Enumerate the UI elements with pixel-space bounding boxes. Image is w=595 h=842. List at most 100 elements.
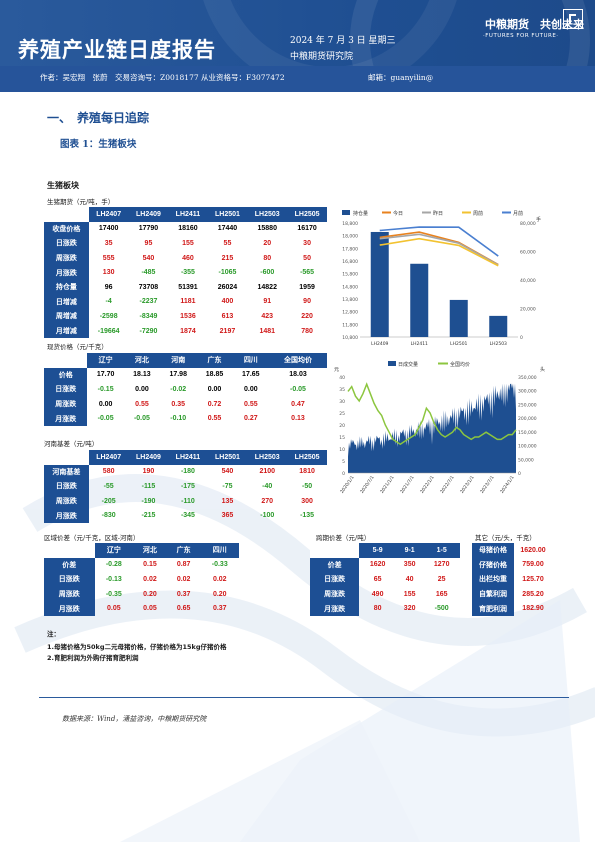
y2-tick-label: 150,000 (518, 430, 537, 436)
table-header-cell: 河北 (133, 543, 167, 558)
table-cell: -115 (141, 482, 156, 490)
table-cell: -2237 (139, 298, 158, 306)
row-label: 日增减 (44, 294, 89, 310)
table-cell: 1536 (180, 312, 196, 320)
table-header-row: 5-9 9-1 1-5 (310, 543, 460, 558)
legend-label: 昨日 (433, 210, 443, 217)
table-cell: -0.05 (133, 415, 150, 423)
x-tick-label: LH2411 (411, 341, 428, 347)
table-cell: 350 (403, 561, 416, 569)
table-cell: 0.20 (212, 590, 227, 598)
row-label: 周涨跌 (44, 396, 88, 412)
table-row: 仔猪价格 759.00 (472, 557, 552, 573)
y-tick-label: 15 (339, 435, 345, 441)
row-label: 河南基差 (44, 464, 89, 480)
table-header-cell: 1-5 (423, 543, 460, 558)
table-cell: 1181 (180, 298, 196, 306)
table-row: 日涨跌 35 95 155 55 20 30 (44, 236, 327, 251)
table-cell: 0.55 (244, 400, 258, 408)
table-cell: 555 (102, 254, 115, 262)
table-cell: -485 (141, 269, 156, 277)
table-cell: -345 (180, 512, 195, 520)
report-org: 中粮期货研究院 (290, 52, 354, 62)
row-label: 周涨跌 (310, 586, 360, 602)
author-email: 邮箱：guanyilin@ (368, 73, 434, 82)
table-cell: 365 (221, 512, 234, 520)
table-header-cell (310, 543, 360, 558)
table-cell: 18.13 (133, 371, 151, 379)
table-cell: 80 (373, 605, 382, 613)
table-cell: 0.87 (176, 561, 191, 569)
table-cell: 215 (221, 254, 234, 262)
y-tick-label: 18,000 (342, 234, 358, 240)
footer-divider (39, 697, 569, 699)
price-line-月前 (379, 226, 499, 257)
table-cell: -830 (101, 512, 116, 520)
table-row: 持仓量 96 73708 51391 26024 14822 1959 (44, 279, 327, 295)
y-tick-label: 10 (339, 447, 345, 453)
y-tick-label: 12,800 (342, 310, 358, 316)
y-tick-label: 16,800 (342, 259, 358, 265)
table-cell: -0.10 (170, 415, 187, 423)
table-header-row: LH2407 LH2409 LH2411 LH2501 LH2503 LH2505 (44, 207, 327, 222)
row-label: 月涨跌 (44, 265, 89, 280)
table-cell: -50 (302, 482, 313, 490)
x-tick-label: 2022/1/1 (419, 475, 436, 495)
table-row: 母猪价格 1620.00 (472, 543, 552, 558)
table-cell: -180 (180, 468, 195, 476)
y2-tick-label: 50,000 (518, 457, 534, 463)
y-tick-label: 14,800 (342, 284, 358, 290)
y-tick-label: 5 (342, 459, 345, 465)
table-cell: 285.20 (522, 590, 544, 598)
table-header-cell: 四川 (232, 353, 269, 368)
table-cell: -2598 (99, 312, 118, 320)
y2-tick-label: 0 (518, 471, 521, 477)
table-header-row: LH2407 LH2409 LH2411 LH2501 LH2503 LH2505 (44, 450, 327, 465)
y-tick-label: 18,800 (342, 221, 358, 227)
row-label: 日涨跌 (44, 572, 95, 587)
row-label: 周涨跌 (44, 493, 89, 509)
table-header-cell (44, 543, 95, 558)
table-cell: -0.02 (170, 385, 187, 393)
table-cell: 55 (223, 239, 232, 247)
table-cell: 0.02 (143, 575, 157, 583)
table-header-cell: LH2505 (287, 450, 327, 465)
row-label: 日涨跌 (44, 479, 89, 494)
table-cell: -110 (181, 497, 195, 505)
national-price-line (347, 382, 517, 446)
table-cell: -19664 (97, 327, 120, 335)
table-cell: 0.02 (212, 575, 227, 583)
table-header-row: 辽宁 河北 广东 四川 (44, 543, 239, 558)
spot-price-table: 辽宁 河北 河南 广东 四川 全国均价 价格 17.70 18.13 17.98 18.85 17.6… (44, 353, 327, 426)
notes-title: 注： (47, 630, 60, 638)
table-row: 日涨跌 -0.15 0.00 -0.02 0.00 0.00 -0.05 (44, 382, 327, 397)
table-cell: 40 (405, 575, 414, 583)
table-cell: 16170 (297, 225, 317, 233)
price-line-昨日 (379, 233, 499, 266)
table-header-cell: LH2503 (247, 450, 288, 465)
y2-tick-label: 100,000 (518, 444, 537, 450)
table-header-cell: LH2411 (168, 207, 208, 222)
table-cell: 0.37 (176, 590, 191, 598)
table-cell: 17.70 (96, 371, 115, 379)
y-tick-label: 25 (339, 411, 345, 417)
table-header-cell: LH2505 (287, 207, 327, 222)
x-tick-label: 2024/1/1 (499, 475, 516, 495)
row-label: 收盘价格 (44, 221, 89, 237)
table-cell: 320 (403, 605, 416, 613)
y-tick-label: 0 (342, 471, 345, 477)
note-line-1: 1.母猪价格为50kg二元母猪价格，仔猪价格为15kg仔猪价格 (47, 643, 227, 651)
y2-tick-label: 40,000 (520, 278, 536, 284)
table-cell: 26024 (217, 283, 238, 291)
volume-bar (410, 263, 429, 337)
table-row: 月涨跌 -830 -215 -345 365 -100 -135 (44, 508, 327, 523)
table-cell: -600 (260, 269, 275, 277)
left-axis-unit: 元 (334, 367, 339, 373)
other-indicators-table: 母猪价格 1620.00 仔猪价格 759.00 出栏均重 125.70 自繁利润 285.2… (472, 543, 552, 616)
calendar-spread-table: 5-9 9-1 1-5 价差 1620 350 1270 日涨跌 65 40 25 周涨跌 490 155… (310, 543, 460, 616)
x-tick-label: 2023/7/1 (479, 475, 496, 495)
y2-tick-label: 350,000 (518, 375, 537, 381)
table-cell: 1481 (259, 327, 276, 335)
table-cell: 17.98 (169, 371, 187, 379)
table-cell: 50 (303, 254, 311, 262)
